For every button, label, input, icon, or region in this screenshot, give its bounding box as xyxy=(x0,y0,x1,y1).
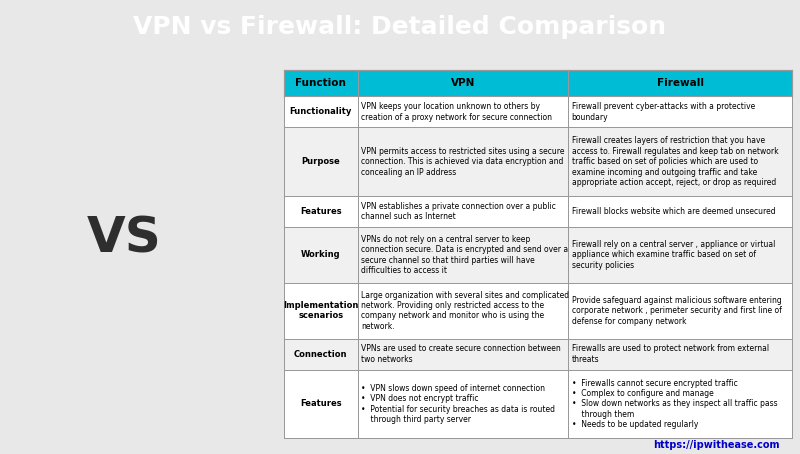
Text: Function: Function xyxy=(295,79,346,89)
Text: •  VPN slows down speed of internet connection
•  VPN does not encrypt traffic
•: • VPN slows down speed of internet conne… xyxy=(361,384,555,424)
FancyBboxPatch shape xyxy=(569,96,792,128)
Text: Working: Working xyxy=(301,250,341,259)
FancyBboxPatch shape xyxy=(358,339,569,370)
Text: VS: VS xyxy=(86,214,162,262)
Text: Features: Features xyxy=(300,400,342,408)
Text: Connection: Connection xyxy=(294,350,347,359)
Text: VPN vs Firewall: Detailed Comparison: VPN vs Firewall: Detailed Comparison xyxy=(134,15,666,39)
Text: Firewall rely on a central server , appliance or virtual
appliance which examine: Firewall rely on a central server , appl… xyxy=(572,240,775,270)
Text: VPN establishes a private connection over a public
channel such as Internet: VPN establishes a private connection ove… xyxy=(361,202,556,221)
FancyBboxPatch shape xyxy=(569,339,792,370)
Text: Functionality: Functionality xyxy=(290,108,352,117)
FancyBboxPatch shape xyxy=(358,227,569,283)
Text: Firewall prevent cyber-attacks with a protective
boundary: Firewall prevent cyber-attacks with a pr… xyxy=(572,102,755,122)
FancyBboxPatch shape xyxy=(569,128,792,196)
Text: •  Firewalls cannot secure encrypted traffic
•  Complex to configure and manage
: • Firewalls cannot secure encrypted traf… xyxy=(572,379,778,429)
FancyBboxPatch shape xyxy=(569,227,792,283)
FancyBboxPatch shape xyxy=(284,370,358,438)
FancyBboxPatch shape xyxy=(358,96,569,128)
FancyBboxPatch shape xyxy=(569,196,792,227)
Text: https://ipwithease.com: https://ipwithease.com xyxy=(654,440,780,450)
FancyBboxPatch shape xyxy=(284,196,358,227)
Text: Purpose: Purpose xyxy=(302,157,340,166)
Text: VPNs are used to create secure connection between
two networks: VPNs are used to create secure connectio… xyxy=(361,345,561,364)
Text: Features: Features xyxy=(300,207,342,216)
Text: VPNs do not rely on a central server to keep
connection secure. Data is encrypte: VPNs do not rely on a central server to … xyxy=(361,235,568,275)
Text: Firewall blocks website which are deemed unsecured: Firewall blocks website which are deemed… xyxy=(572,207,775,216)
Text: Provide safeguard against malicious software entering
corporate network , perime: Provide safeguard against malicious soft… xyxy=(572,296,782,326)
Text: Implementation
scenarios: Implementation scenarios xyxy=(283,301,358,321)
FancyBboxPatch shape xyxy=(284,339,358,370)
FancyBboxPatch shape xyxy=(284,70,792,96)
FancyBboxPatch shape xyxy=(358,128,569,196)
FancyBboxPatch shape xyxy=(569,283,792,339)
Text: VPN keeps your location unknown to others by
creation of a proxy network for sec: VPN keeps your location unknown to other… xyxy=(361,102,552,122)
FancyBboxPatch shape xyxy=(284,283,358,339)
Text: VPN: VPN xyxy=(451,79,475,89)
FancyBboxPatch shape xyxy=(358,196,569,227)
Text: Firewall creates layers of restriction that you have
access to. Firewall regulat: Firewall creates layers of restriction t… xyxy=(572,136,778,187)
Text: Firewalls are used to protect network from external
threats: Firewalls are used to protect network fr… xyxy=(572,345,769,364)
FancyBboxPatch shape xyxy=(358,370,569,438)
FancyBboxPatch shape xyxy=(284,96,358,128)
FancyBboxPatch shape xyxy=(284,128,358,196)
Text: Large organization with several sites and complicated
network. Providing only re: Large organization with several sites an… xyxy=(361,291,569,331)
FancyBboxPatch shape xyxy=(284,227,358,283)
FancyBboxPatch shape xyxy=(569,370,792,438)
FancyBboxPatch shape xyxy=(358,283,569,339)
Text: Firewall: Firewall xyxy=(657,79,704,89)
Text: VPN permits access to restricted sites using a secure
connection. This is achiev: VPN permits access to restricted sites u… xyxy=(361,147,564,177)
